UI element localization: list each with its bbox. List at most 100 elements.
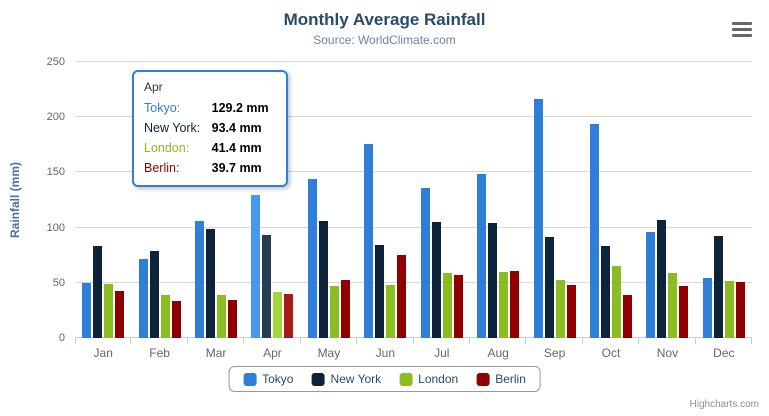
gridline <box>75 116 752 118</box>
legend: Tokyo New York London Berlin <box>228 366 541 392</box>
bar-london-aug[interactable] <box>499 272 509 338</box>
legend-item-new-york[interactable]: New York <box>311 372 381 386</box>
y-axis-tick-label: 250 <box>46 56 65 68</box>
credits-link[interactable]: Highcharts.com <box>689 399 759 410</box>
export-menu-button[interactable] <box>729 18 756 40</box>
bar-berlin-nov[interactable] <box>679 286 689 338</box>
bar-berlin-mar[interactable] <box>228 299 238 338</box>
x-axis-label: Feb <box>149 346 170 360</box>
category-jul: Jul <box>414 62 471 360</box>
category-sep: Sep <box>526 62 584 360</box>
tooltip-series-name: Berlin: <box>144 161 180 175</box>
legend-label: New York <box>330 372 382 386</box>
bar-london-apr[interactable] <box>273 292 283 338</box>
bar-berlin-aug[interactable] <box>510 271 520 338</box>
bar-london-oct[interactable] <box>612 266 621 338</box>
bar-berlin-jun[interactable] <box>397 254 407 338</box>
tooltip-value: 93.4 mm <box>211 121 262 135</box>
tooltip-value: 41.4 mm <box>211 141 262 155</box>
bar-london-jan[interactable] <box>104 284 114 338</box>
bar-berlin-apr[interactable] <box>284 294 294 338</box>
bar-tokyo-feb[interactable] <box>138 259 148 338</box>
bar-berlin-oct[interactable] <box>623 294 632 338</box>
bar-new-york-sep[interactable] <box>544 237 554 338</box>
bar-berlin-jul[interactable] <box>453 274 463 338</box>
x-axis-line <box>75 337 752 338</box>
bar-tokyo-nov[interactable] <box>646 232 656 338</box>
legend-symbol <box>243 372 257 386</box>
y-axis-labels: 0 50 100 150 200 250 <box>20 0 65 416</box>
bar-new-york-nov[interactable] <box>657 220 667 338</box>
legend-item-london[interactable]: London <box>399 372 458 386</box>
bar-tokyo-aug[interactable] <box>477 174 487 338</box>
legend-symbol <box>399 372 413 386</box>
chart-title: Monthly Average Rainfall <box>283 10 486 29</box>
category-aug: Aug <box>470 62 527 360</box>
tooltip-series-name: New York: <box>144 121 201 135</box>
x-axis-label: Nov <box>656 346 679 360</box>
x-axis-label: Mar <box>205 346 227 360</box>
bar-new-york-jan[interactable] <box>93 245 103 338</box>
bar-tokyo-jan[interactable] <box>82 282 92 338</box>
legend-item-berlin[interactable]: Berlin <box>476 372 526 386</box>
bar-london-dec[interactable] <box>724 281 734 338</box>
x-axis-label: Oct <box>601 346 621 360</box>
category-oct: Oct <box>583 62 640 360</box>
x-axis-label: Jan <box>93 346 113 360</box>
bar-berlin-jan[interactable] <box>115 291 125 338</box>
bar-new-york-jun[interactable] <box>375 244 385 338</box>
bar-tokyo-may[interactable] <box>307 179 317 338</box>
bar-berlin-dec[interactable] <box>735 281 745 338</box>
category-jun: Jun <box>357 62 414 360</box>
legend-item-tokyo[interactable]: Tokyo <box>243 372 293 386</box>
plot-area: Jan Feb Mar Apr May Jun Jul Aug Sep Oct Nov Dec <box>75 61 753 360</box>
hamburger-icon <box>732 21 753 37</box>
bar-new-york-oct[interactable] <box>601 245 610 338</box>
gridline <box>75 171 752 173</box>
bar-new-york-mar[interactable] <box>206 229 216 338</box>
bar-tokyo-mar[interactable] <box>195 220 205 338</box>
x-axis-label: Aug <box>487 346 509 360</box>
legend-label: Berlin <box>495 372 526 386</box>
bar-tokyo-sep[interactable] <box>533 99 543 338</box>
bar-tokyo-jul[interactable] <box>420 188 430 338</box>
x-axis-label: Jul <box>434 346 450 360</box>
y-axis-tick-label: 100 <box>46 221 65 234</box>
bar-new-york-feb[interactable] <box>149 251 159 338</box>
tooltip-rows: Tokyo: 129.2 mm New York: 93.4 mm London: 41.… <box>144 101 274 175</box>
gridline <box>75 226 752 228</box>
bar-tokyo-oct[interactable] <box>590 123 599 338</box>
category-apr: Apr <box>244 62 302 360</box>
bar-london-sep[interactable] <box>555 280 565 338</box>
y-axis-tick-label: 50 <box>52 276 65 289</box>
bar-london-jun[interactable] <box>386 284 396 338</box>
categories: Jan Feb Mar Apr May Jun Jul Aug Sep Oct Nov Dec <box>75 62 753 360</box>
tooltip-header: Apr <box>144 80 163 94</box>
bar-london-mar[interactable] <box>217 294 227 338</box>
x-axis-label: Dec <box>713 346 735 360</box>
bar-london-jul[interactable] <box>442 272 452 338</box>
x-axis-label: Sep <box>543 346 566 360</box>
legend-label: London <box>418 372 459 386</box>
bar-berlin-sep[interactable] <box>566 285 576 338</box>
bar-new-york-jul[interactable] <box>431 222 441 338</box>
bar-tokyo-dec[interactable] <box>702 277 712 338</box>
gridlines <box>75 61 752 338</box>
tooltip-series-name: London: <box>144 141 190 155</box>
bar-london-nov[interactable] <box>668 272 678 338</box>
bar-berlin-may[interactable] <box>340 279 350 338</box>
legend-label: Tokyo <box>262 372 294 386</box>
bar-berlin-feb[interactable] <box>171 301 181 338</box>
x-axis-label: Apr <box>263 346 282 360</box>
y-axis-tick-label: 200 <box>46 111 65 124</box>
bar-london-feb[interactable] <box>160 295 170 338</box>
bar-london-may[interactable] <box>329 286 339 338</box>
bar-tokyo-apr[interactable] <box>251 195 261 338</box>
bar-new-york-apr[interactable] <box>262 234 272 338</box>
bar-new-york-may[interactable] <box>318 220 328 338</box>
bar-new-york-dec[interactable] <box>713 236 723 338</box>
gridline <box>75 281 752 283</box>
bar-tokyo-jun[interactable] <box>364 143 374 338</box>
bar-new-york-aug[interactable] <box>488 222 498 338</box>
